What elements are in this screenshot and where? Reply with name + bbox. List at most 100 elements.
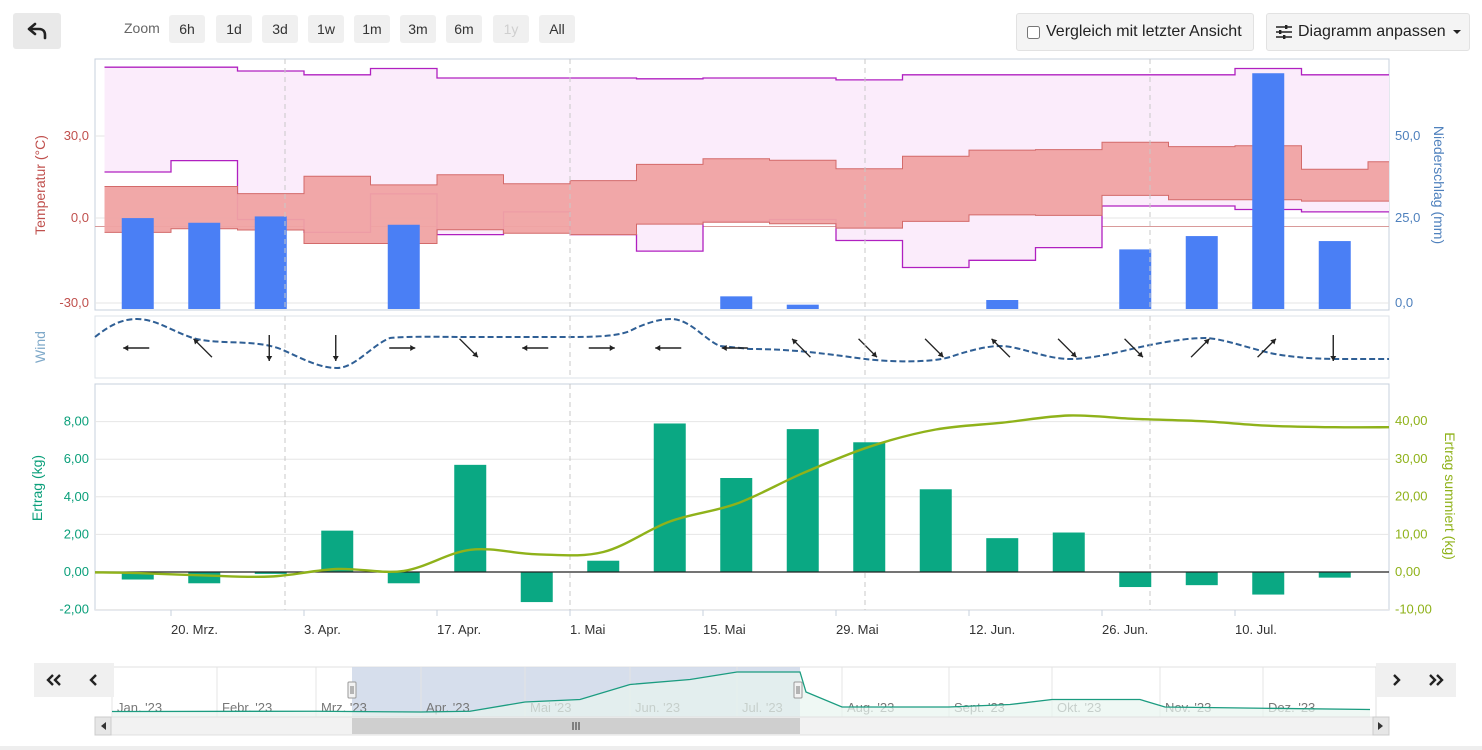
wind-direction-arrow [991,338,1011,358]
nav-last-button[interactable] [1416,663,1456,697]
wind-arrow-head [266,356,273,361]
wind-direction-arrow [1257,338,1277,358]
compare-checkbox[interactable] [1027,25,1040,39]
navigator-handle [793,681,803,699]
wind-arrow-head [871,351,877,358]
wind-speed-line [94,317,1389,370]
yield-bar [1252,572,1285,595]
precipitation-axis-title: Niederschlag (mm) [1431,126,1447,244]
nav-first-button[interactable] [34,663,74,697]
precipitation-tick-label: 0,0 [1395,295,1413,310]
yield-tick-label: 4,00 [64,489,89,504]
wind-arrow-head [937,351,944,358]
zoom-3d-button[interactable]: 3d [262,15,298,43]
yield-bar [1052,532,1085,572]
temperature-band [104,142,1389,244]
wind-arrow-head [332,356,339,361]
yield-bar [520,572,553,603]
x-axis-label: 17. Apr. [437,622,481,637]
zoom-1d-button[interactable]: 1d [216,15,252,43]
x-axis-label: 29. Mai [836,622,879,637]
x-axis-label: 3. Apr. [304,622,341,637]
yield-tick-label: 6,00 [64,451,89,466]
double-chevron-right-icon [1429,674,1444,686]
temperature-axis-title: Temperatur (°C) [32,135,48,235]
zoom-1y-button: 1y [493,15,529,43]
wind-arrow-head [655,345,661,351]
yield-bar [919,489,952,572]
yield-bar [720,478,753,572]
sliders-icon [1276,25,1292,39]
wind-arrow-head [522,345,528,351]
navigator-handle-grip [793,681,803,699]
navigator-handle [347,681,357,699]
chevron-right-icon [1393,674,1401,686]
extreme-max-line [104,66,1389,81]
wind-axis-title: Wind [32,331,48,363]
zoom-6m-button[interactable]: 6m [446,15,482,43]
wind-arrow-head [609,345,615,351]
customize-chart-button[interactable]: Diagramm anpassen [1266,13,1470,51]
wind-direction-arrow [791,338,811,358]
yield-bar [387,572,420,584]
precipitation-bar [1185,236,1218,309]
wind-arrow-head [991,338,998,345]
wind-direction-arrow [1330,335,1337,361]
precipitation-bar [254,216,287,309]
x-axis-label: 12. Jun. [969,622,1015,637]
back-button[interactable] [13,13,61,49]
precipitation-tick-label: 25,0 [1395,210,1420,225]
wind-arrow-head [193,338,200,345]
wind-direction-arrow [266,335,273,361]
navigator-handle-grip [347,681,357,699]
wind-arrow-head [123,345,129,351]
wind-direction-arrow [588,345,615,351]
zoom-3m-button[interactable]: 3m [400,15,436,43]
nav-prev-button[interactable] [74,663,114,697]
wind-arrow-head [1137,351,1143,358]
wind-direction-arrow [1124,338,1144,358]
yield-bar [188,572,221,584]
precipitation-bar [786,304,819,309]
zoom-1w-button[interactable]: 1w [308,15,344,43]
temperature-min-line [104,194,1389,244]
temperature-tick-label: 30,0 [64,128,89,143]
zoom-6h-button[interactable]: 6h [169,15,205,43]
wind-direction-arrow [924,338,944,358]
yield-tick-label: -2,00 [59,602,89,617]
wind-direction-arrow [1057,338,1077,358]
zoom-1m-button[interactable]: 1m [354,15,390,43]
yield-bar [986,538,1019,572]
cumulative-tick-label: 40,00 [1395,413,1428,428]
wind-direction-arrow [389,345,416,351]
yield-bar [321,530,354,572]
zoom-all-button[interactable]: All [539,15,575,43]
precipitation-bar [1252,73,1285,310]
nav-next-button[interactable] [1376,663,1416,697]
x-axis-label: 20. Mrz. [171,622,218,637]
wind-arrow-head [410,345,416,351]
wind-direction-arrow [332,335,339,361]
wind-direction-arrow [858,338,878,358]
temperature-tick-label: -30,0 [59,295,89,310]
wind-plot-frame [94,315,1390,379]
wind-arrow-head [1270,338,1276,345]
yield-bar [853,442,886,572]
wind-arrow-head [721,345,727,351]
customize-label: Diagramm anpassen [1298,23,1446,40]
double-chevron-left-icon [46,674,61,686]
yield-bar [1119,572,1152,588]
precipitation-bar [720,296,753,309]
x-axis-label: 10. Jul. [1235,622,1277,637]
yield-bar [786,429,819,572]
cumulative-yield-line [94,414,1390,579]
wind-direction-arrow [655,345,682,351]
cumulative-axis-title: Ertrag summiert (kg) [1442,432,1458,560]
wind-direction-arrow [721,345,748,351]
wind-arrow-head [1070,351,1077,358]
chevron-down-icon [1452,30,1461,34]
cumulative-tick-label: 30,00 [1395,451,1428,466]
precipitation-tick-label: 50,0 [1395,128,1420,143]
compare-last-view-toggle[interactable]: Vergleich mit letzter Ansicht [1016,13,1254,51]
precipitation-bar [1119,249,1152,309]
